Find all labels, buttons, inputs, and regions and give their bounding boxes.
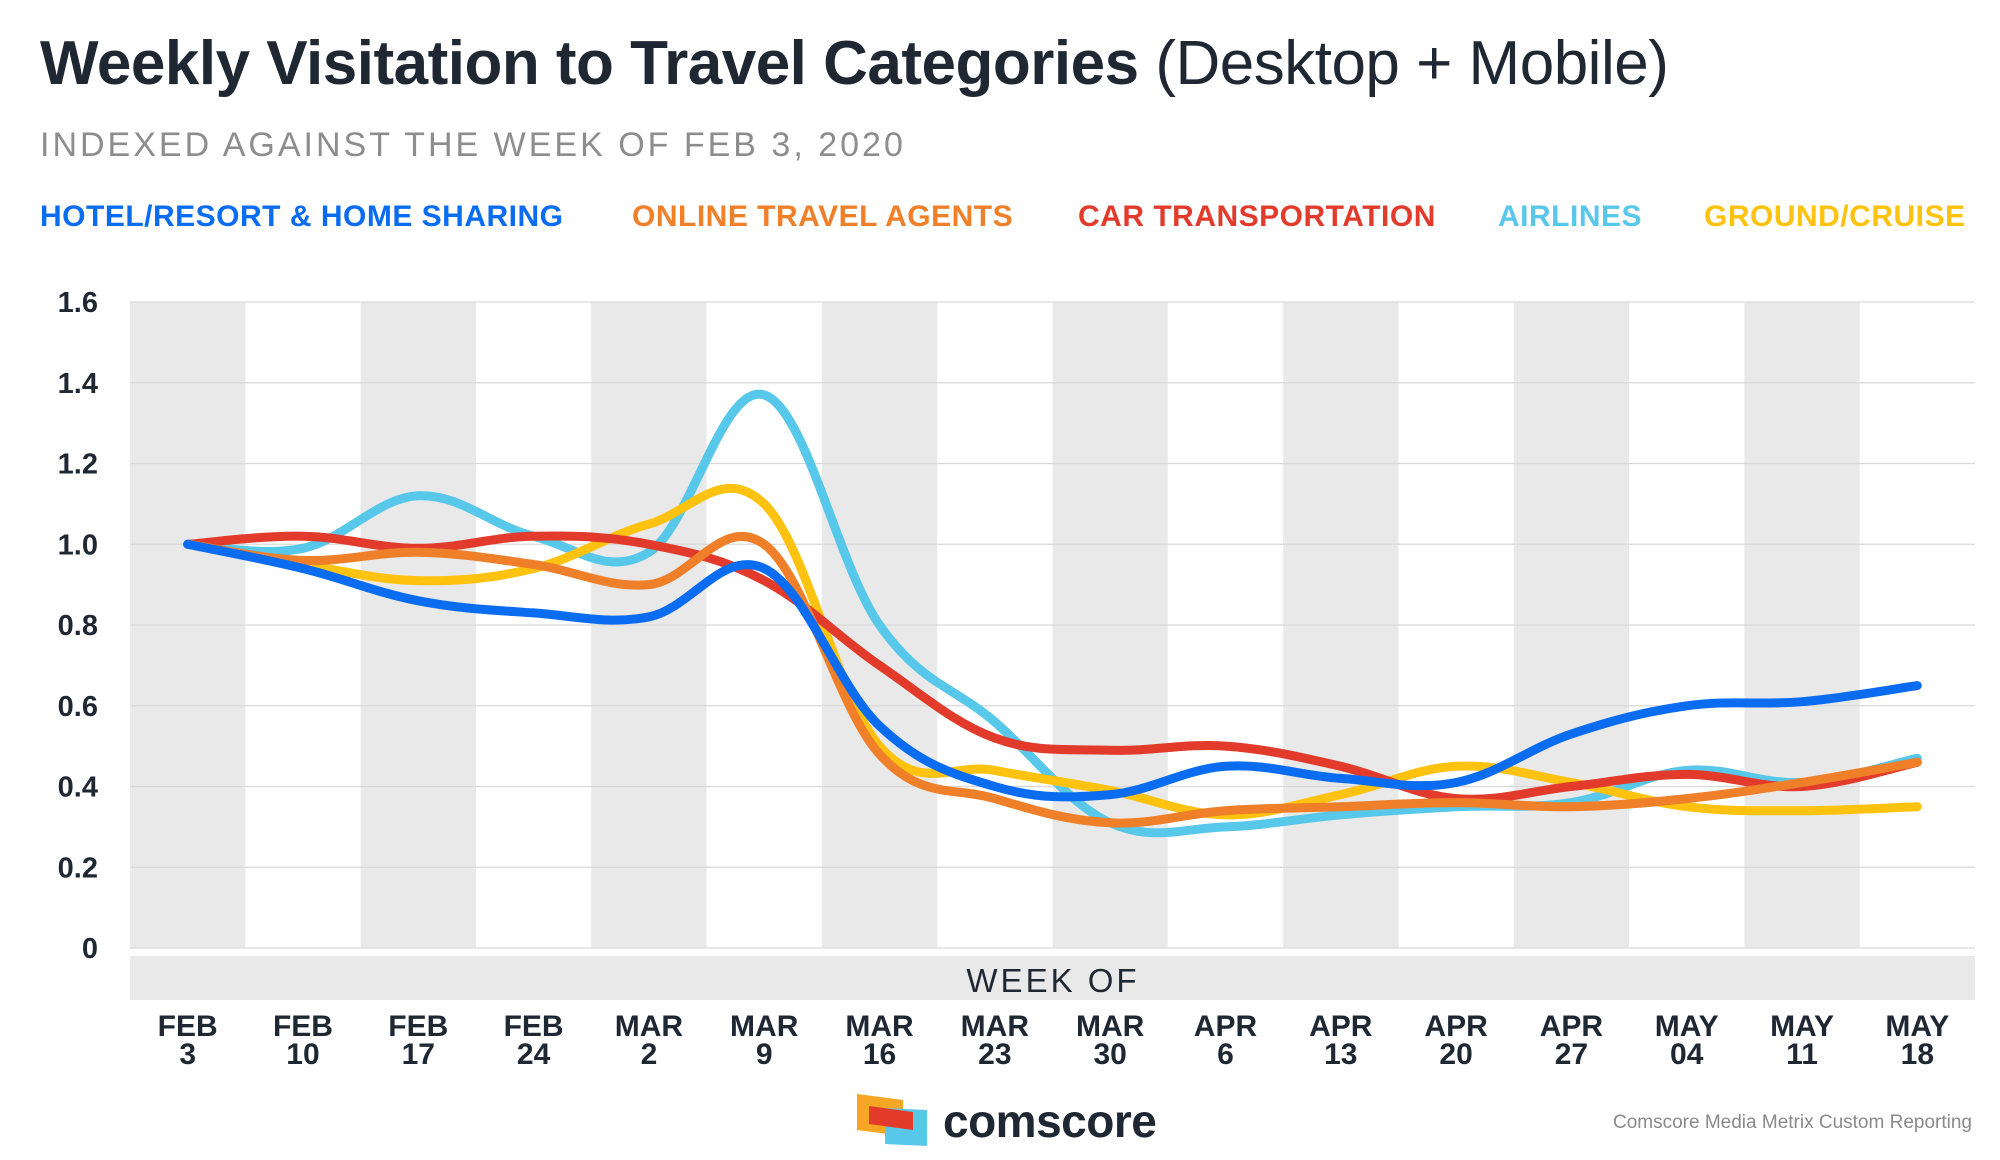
x-tick-label-month: FEB <box>273 1010 333 1043</box>
y-axis-ticks: 0 0.2 0.4 0.6 0.8 1.0 1.2 1.4 1.6 <box>58 287 98 965</box>
comscore-logo: comscore <box>855 1090 1185 1150</box>
legend-item-ground: GROUND/CRUISE <box>1704 200 1966 233</box>
y-tick-label: 1.2 <box>58 449 98 481</box>
x-tick-label-month: FEB <box>388 1010 448 1043</box>
x-axis-title: WEEK OF <box>966 962 1139 999</box>
y-tick-label: 1.4 <box>58 368 98 400</box>
x-tick-label-month: MAR <box>845 1010 914 1043</box>
x-tick-label-day: 9 <box>756 1038 773 1071</box>
x-tick-label-day: 2 <box>641 1038 658 1071</box>
legend-item-ota: ONLINE TRAVEL AGENTS <box>632 200 1014 233</box>
series-line-ground <box>183 483 1922 820</box>
series-line-hotel <box>183 539 1922 802</box>
x-tick-label-month: MAY <box>1770 1010 1834 1043</box>
x-tick-label-month: MAR <box>730 1010 799 1043</box>
x-tick-label-day: 10 <box>286 1038 319 1071</box>
comscore-logo-text: comscore <box>943 1095 1157 1147</box>
series-line-ota <box>183 532 1922 828</box>
x-tick-label-day: 11 <box>1786 1038 1818 1071</box>
x-tick-label-day: 3 <box>179 1038 196 1071</box>
chart-title-suffix: (Desktop + Mobile) <box>1155 29 1669 98</box>
x-tick-label-month: MAR <box>615 1010 684 1043</box>
x-tick-label-month: MAR <box>961 1010 1030 1043</box>
x-tick-label-day: 6 <box>1217 1038 1234 1071</box>
x-tick-label-month: MAY <box>1885 1010 1949 1043</box>
x-tick-label-month: MAY <box>1655 1010 1719 1043</box>
y-tick-label: 0.8 <box>58 610 98 642</box>
x-tick-label-day: 18 <box>1901 1038 1934 1071</box>
chart-title-main: Weekly Visitation to Travel Categories <box>40 29 1139 98</box>
y-tick-label: 0 <box>82 933 98 965</box>
x-tick-label-month: FEB <box>158 1010 218 1043</box>
x-tick-label-day: 04 <box>1670 1038 1704 1071</box>
y-tick-label: 0.2 <box>58 852 98 884</box>
chart-legend: HOTEL/RESORT & HOME SHARING ONLINE TRAVE… <box>40 200 1980 240</box>
x-tick-label-month: APR <box>1194 1010 1258 1043</box>
y-tick-label: 1.6 <box>58 287 98 319</box>
x-axis-ticks: FEB3FEB10FEB17FEB24MAR2MAR9MAR16MAR23MAR… <box>158 1010 1950 1071</box>
x-tick-label-day: 23 <box>978 1038 1011 1071</box>
x-tick-label-month: FEB <box>504 1010 564 1043</box>
series-line-car <box>183 531 1922 804</box>
legend-item-airlines: AIRLINES <box>1498 200 1643 233</box>
legend-item-car: CAR TRANSPORTATION <box>1078 200 1436 233</box>
x-tick-label-month: MAR <box>1076 1010 1145 1043</box>
y-tick-label: 1.0 <box>58 529 98 561</box>
comscore-logo-icon <box>857 1094 927 1146</box>
x-axis-label-bar <box>130 956 1975 1000</box>
series-line-airlines <box>183 389 1922 838</box>
chart-subtitle: INDEXED AGAINST THE WEEK OF FEB 3, 2020 <box>40 126 906 164</box>
x-tick-label-day: 17 <box>402 1038 435 1071</box>
x-tick-label-day: 13 <box>1324 1038 1357 1071</box>
x-tick-label-month: APR <box>1540 1010 1604 1043</box>
x-tick-label-month: APR <box>1424 1010 1488 1043</box>
x-tick-label-day: 27 <box>1555 1038 1588 1071</box>
y-tick-label: 0.6 <box>58 691 98 723</box>
legend-item-hotel: HOTEL/RESORT & HOME SHARING <box>40 200 564 233</box>
x-tick-label-day: 30 <box>1093 1038 1126 1071</box>
y-tick-label: 0.4 <box>58 772 98 804</box>
chart-title: Weekly Visitation to Travel Categories (… <box>40 28 1669 99</box>
x-tick-label-day: 24 <box>517 1038 551 1071</box>
x-tick-label-month: APR <box>1309 1010 1373 1043</box>
x-tick-label-day: 20 <box>1439 1038 1472 1071</box>
source-note: Comscore Media Metrix Custom Reporting <box>1612 1112 1972 1133</box>
x-tick-label-day: 16 <box>863 1038 896 1071</box>
series-lines <box>183 389 1922 838</box>
gridlines <box>130 301 1975 949</box>
